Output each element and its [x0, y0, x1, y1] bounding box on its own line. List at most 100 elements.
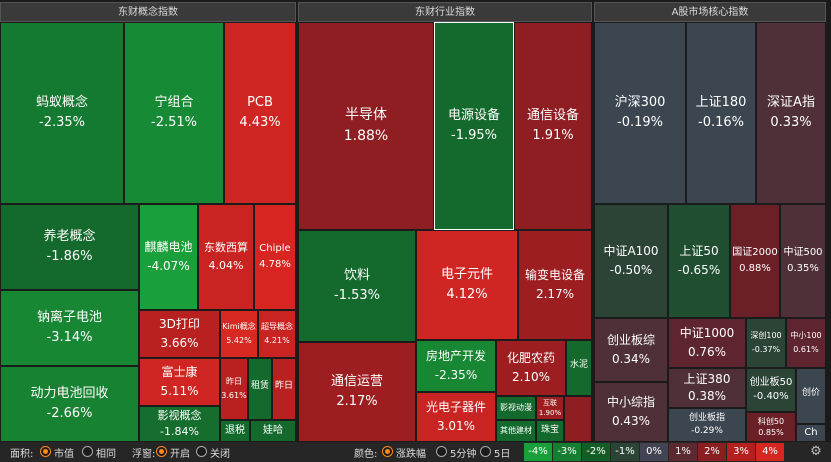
tile-industry[interactable]: 通信运营 2.17%	[298, 342, 416, 442]
tile-pct: 0.35%	[787, 263, 819, 274]
tile-core[interactable]: 创业板综 0.34%	[594, 318, 668, 382]
tile-core[interactable]: 中小综指 0.43%	[594, 382, 668, 442]
tile-core[interactable]: 上证380 0.38%	[668, 368, 746, 408]
tile-core[interactable]: 深证A指 0.33%	[756, 22, 826, 204]
tile-name: 深创100	[750, 331, 782, 340]
tile-industry[interactable]: 影视动漫	[496, 396, 536, 420]
legend-cell: -1%	[611, 443, 639, 461]
float-radio-on[interactable]	[156, 446, 167, 457]
tile-industry[interactable]: 电源设备 -1.95%	[434, 22, 514, 230]
gear-icon[interactable]: ⚙	[810, 444, 822, 459]
tile-industry[interactable]: 输变电设备 2.17%	[518, 230, 592, 340]
tile-concept[interactable]: Chiple 4.78%	[254, 204, 296, 310]
tile-industry[interactable]: 化肥农药 2.10%	[496, 340, 566, 396]
tile-industry[interactable]: 房地产开发 -2.35%	[416, 340, 496, 392]
tile-core[interactable]: 科创50 0.85%	[746, 412, 796, 442]
tile-concept[interactable]: 影视概念 -1.84%	[139, 406, 220, 442]
tile-name: 饮料	[343, 267, 370, 283]
float-option-off[interactable]: 关闭	[210, 449, 230, 460]
tile-pct: 3.66%	[160, 336, 199, 350]
area-option-marketcap[interactable]: 市值	[54, 449, 74, 460]
tile-name: 上证50	[679, 244, 719, 258]
area-radio-equal[interactable]	[82, 446, 93, 457]
legend-cell: 0%	[640, 443, 668, 461]
tile-name: 养老概念	[43, 228, 96, 244]
tile-pct: -4.07%	[147, 259, 190, 273]
tile-name: 珠宝	[540, 425, 559, 436]
tile-core[interactable]: 中证A100 -0.50%	[594, 204, 668, 318]
tile-concept[interactable]: 退税	[220, 420, 250, 442]
tile-name: Ch	[804, 426, 818, 438]
tile-concept[interactable]: 富士康 5.11%	[139, 358, 220, 406]
tile-core[interactable]: 上证50 -0.65%	[668, 204, 730, 318]
color-radio-change[interactable]	[382, 446, 393, 457]
tile-concept[interactable]: 昨日	[272, 358, 296, 420]
tile-core[interactable]: 中证1000 0.76%	[668, 318, 746, 368]
tile-pct: -3.14%	[46, 330, 93, 345]
tile-industry[interactable]: 其他建材	[496, 420, 536, 442]
tile-concept[interactable]: 宁组合 -2.51%	[124, 22, 224, 204]
tile-concept[interactable]: 麒麟电池 -4.07%	[139, 204, 198, 310]
tile-name: 娃哈	[263, 424, 283, 436]
tile-name: Kimi概念	[222, 322, 256, 331]
tile-concept[interactable]: 3D打印 3.66%	[139, 310, 220, 358]
tile-industry[interactable]: 水泥	[566, 340, 592, 396]
tile-core[interactable]: 中证500 0.35%	[780, 204, 826, 318]
color-option-change[interactable]: 涨跌幅	[396, 449, 426, 460]
control-bar: 面积: 市值 相同 浮窗: 开启 关闭 颜色: 涨跌幅 5分钟 5日 -4% -3…	[0, 442, 831, 462]
tile-core[interactable]: 深创100 -0.37%	[746, 318, 786, 368]
tile-core[interactable]: 创价	[796, 368, 826, 424]
tile-concept[interactable]: 东数西算 4.04%	[198, 204, 254, 310]
tile-name: 昨日	[274, 381, 293, 392]
float-option-on[interactable]: 开启	[170, 449, 190, 460]
tile-pct: 1.88%	[343, 128, 389, 144]
tile-industry[interactable]: 通信设备 1.91%	[514, 22, 592, 230]
tile-industry[interactable]: 电子元件 4.12%	[416, 230, 518, 340]
tile-concept[interactable]: 养老概念 -1.86%	[0, 204, 139, 290]
tile-concept[interactable]: 租赁	[248, 358, 272, 420]
tile-core[interactable]: 上证180 -0.16%	[686, 22, 756, 204]
tile-name: 中小综指	[606, 395, 655, 409]
tile-name: 影视动漫	[500, 403, 532, 412]
tile-core[interactable]: Ch	[796, 424, 826, 442]
tile-core[interactable]: 国证2000 0.88%	[730, 204, 780, 318]
tile-core[interactable]: 创业板50 -0.40%	[746, 368, 796, 412]
color-radio-5min[interactable]	[436, 446, 447, 457]
tile-concept[interactable]: 蚂蚁概念 -2.35%	[0, 22, 124, 204]
tile-pct: -1.95%	[451, 128, 497, 143]
tile-concept[interactable]: 超导概念 4.21%	[258, 310, 296, 358]
tile-pct: 3.01%	[436, 419, 476, 433]
color-radio-5day[interactable]	[480, 446, 491, 457]
tile-pct: 2.10%	[511, 370, 551, 384]
tile-name: 半导体	[345, 106, 387, 123]
area-option-equal[interactable]: 相同	[96, 449, 116, 460]
tile-name: 水泥	[569, 360, 588, 371]
tile-industry[interactable]: 半导体 1.88%	[298, 22, 434, 230]
color-option-5min[interactable]: 5分钟	[450, 449, 477, 460]
tile-core[interactable]: 创业板指 -0.29%	[668, 408, 746, 442]
tile-industry[interactable]: 珠宝	[536, 420, 564, 442]
tile-core[interactable]: 中小100 0.61%	[786, 318, 826, 368]
tile-concept[interactable]: Kimi概念 5.42%	[220, 310, 258, 358]
tile-name: 创业板50	[749, 376, 793, 388]
tile-name: 电子元件	[440, 266, 493, 282]
color-option-5day[interactable]: 5日	[494, 449, 511, 460]
tile-name: 化肥农药	[506, 351, 555, 365]
float-radio-off[interactable]	[196, 446, 207, 457]
tile-pct: -2.66%	[46, 406, 93, 421]
legend-cell: 1%	[669, 443, 697, 461]
tile-concept[interactable]: 娃哈	[250, 420, 296, 442]
tile-concept[interactable]: 昨日 3.61%	[220, 358, 248, 420]
tile-core[interactable]: 沪深300 -0.19%	[594, 22, 686, 204]
tile-concept[interactable]: 钠离子电池 -3.14%	[0, 290, 139, 366]
tile-industry[interactable]: 光电子器件 3.01%	[416, 392, 496, 442]
legend-cell: -4%	[524, 443, 552, 461]
tile-pct: 2.17%	[336, 394, 378, 409]
tile-industry[interactable]: 互联 1.90%	[536, 396, 564, 420]
tile-name: 上证180	[695, 94, 747, 110]
tile-concept[interactable]: 动力电池回收 -2.66%	[0, 366, 139, 442]
tile-name: 输变电设备	[524, 268, 585, 282]
tile-concept[interactable]: PCB 4.43%	[224, 22, 296, 204]
area-radio-marketcap[interactable]	[40, 446, 51, 457]
tile-industry[interactable]: 饮料 -1.53%	[298, 230, 416, 342]
